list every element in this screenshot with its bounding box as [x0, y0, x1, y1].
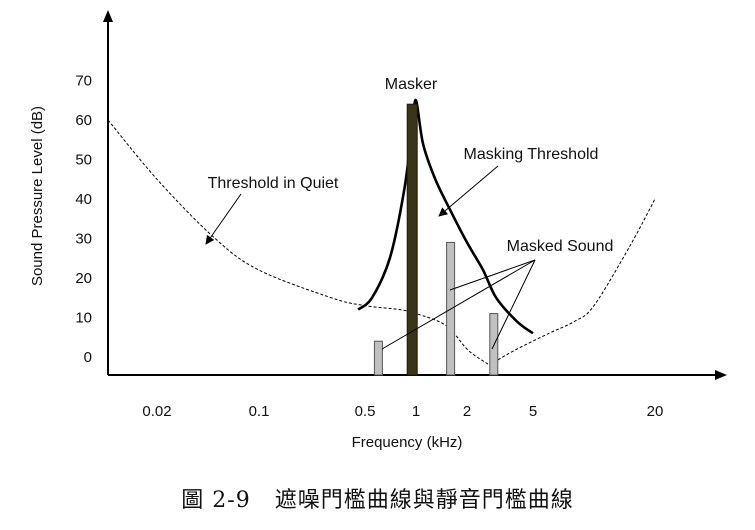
x-tick-label: 2	[463, 403, 471, 420]
y-tick-label: 40	[75, 191, 92, 208]
masking-threshold-curve	[357, 98, 534, 335]
x-tick-label: 0.02	[142, 403, 171, 420]
x-tick-label: 0.1	[249, 403, 270, 420]
y-tick-label: 60	[75, 112, 92, 129]
masked-sound-bar	[373, 340, 383, 376]
pointer-masked-sound-1	[449, 259, 536, 291]
y-tick-label: 50	[75, 152, 92, 169]
x-tick-labels: 0.02 0.1 0.5 1 2 5 20	[142, 403, 663, 420]
x-axis-arrow-icon	[715, 370, 727, 380]
y-tick-label: 20	[75, 270, 92, 287]
x-tick-label: 0.5	[355, 403, 376, 420]
y-tick-label: 0	[84, 349, 92, 366]
y-axis-arrow-icon	[103, 10, 113, 22]
series-lines	[107, 98, 656, 366]
figure-caption: 圖 2-9 遮噪門檻曲線與靜音門檻曲線	[181, 488, 574, 513]
pointer-threshold-in-quiet	[205, 193, 242, 245]
annotation-masking-threshold: Masking Threshold	[464, 146, 599, 163]
threshold-in-quiet-curve	[107, 119, 656, 366]
y-axis-label: Sound Pressure Level (dB)	[29, 106, 46, 286]
x-tick-label: 5	[529, 403, 537, 420]
annotation-threshold-in-quiet: Threshold in Quiet	[208, 175, 339, 192]
pointer-masking-threshold	[438, 165, 499, 217]
pointer-masked-sound-3	[491, 259, 536, 350]
y-tick-label: 30	[75, 231, 92, 248]
y-tick-label: 70	[75, 73, 92, 90]
x-tick-label: 1	[412, 403, 420, 420]
x-tick-label: 20	[647, 403, 664, 420]
x-axis-label: Frequency (kHz)	[352, 434, 463, 451]
bars	[373, 103, 499, 376]
y-tick-label: 10	[75, 310, 92, 327]
y-tick-labels: 0 10 20 30 40 50 60 70	[75, 73, 92, 367]
masker-bar	[406, 103, 418, 376]
pointer-masked-sound-2	[381, 259, 536, 350]
annotation-masked-sound: Masked Sound	[507, 238, 614, 255]
annotation-masker: Masker	[385, 76, 438, 93]
